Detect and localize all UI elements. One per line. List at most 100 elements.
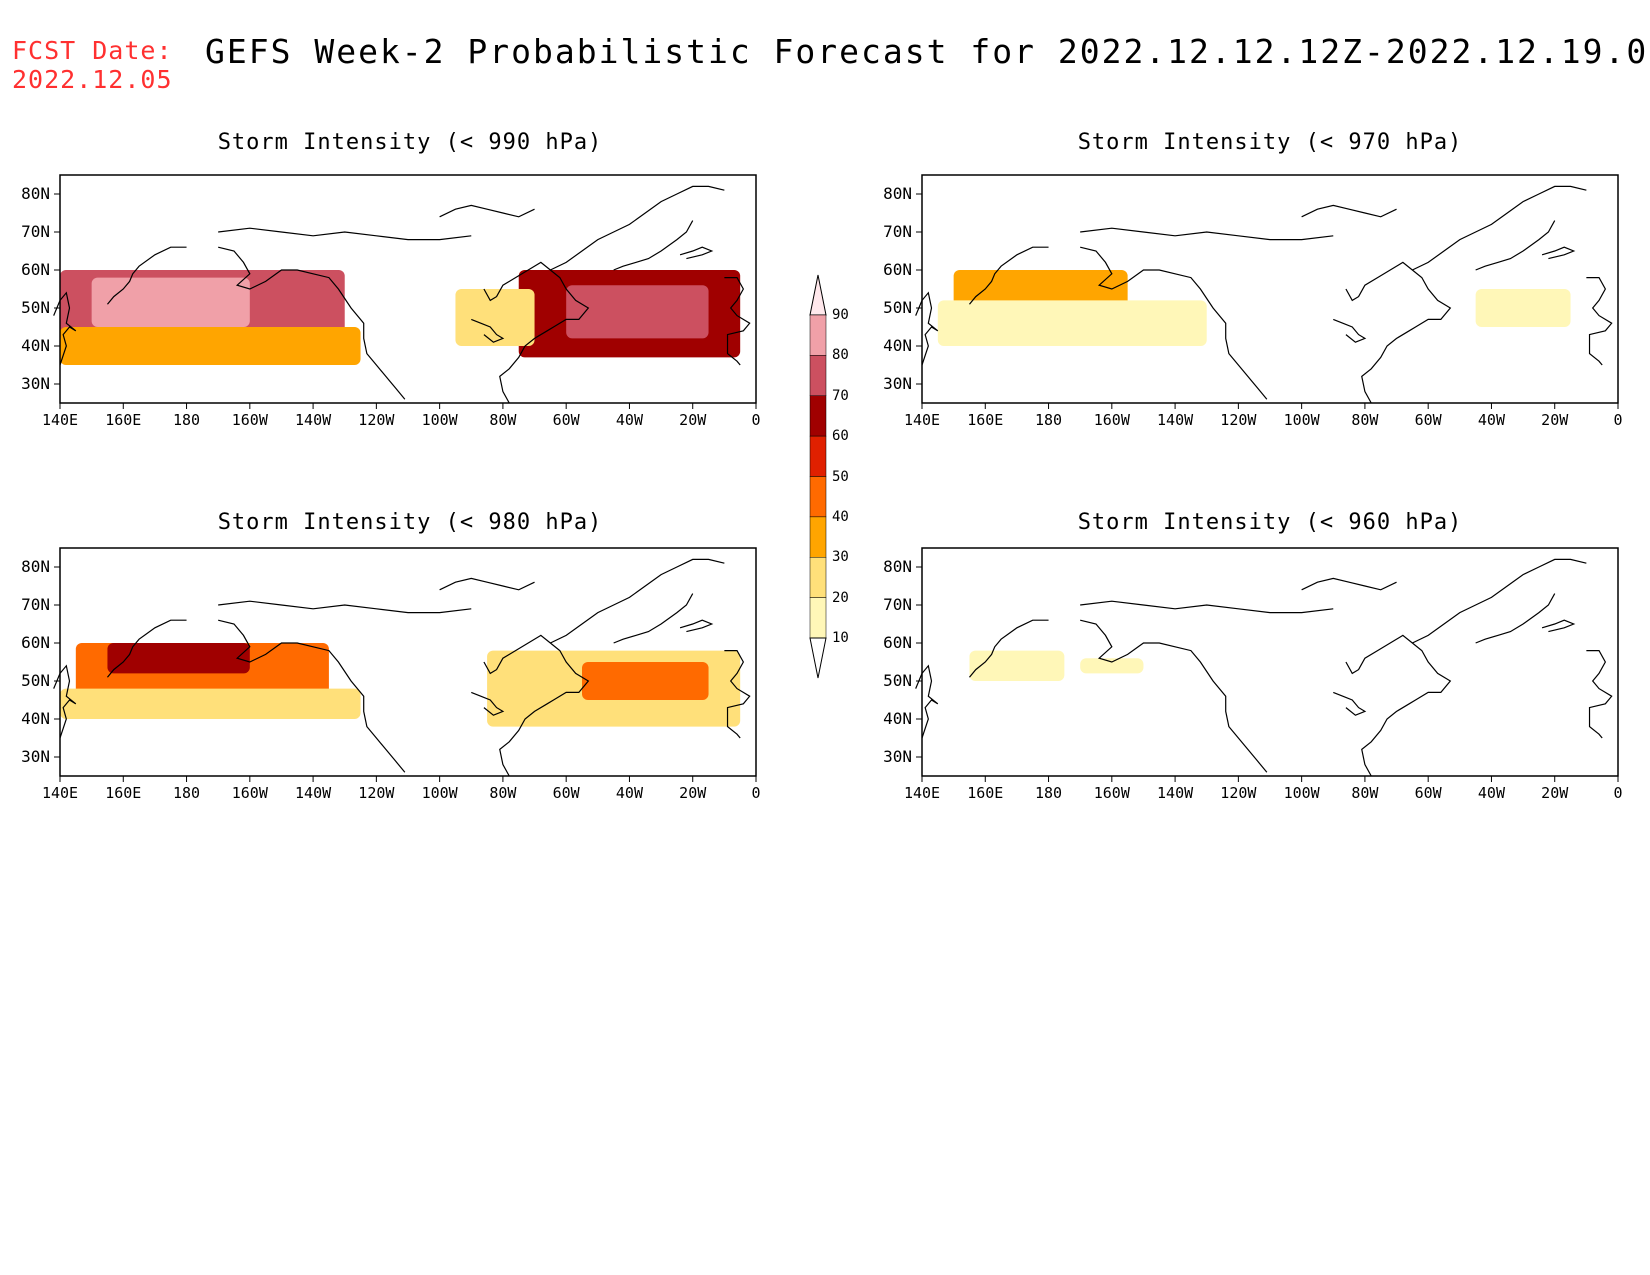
lon-label: 100W bbox=[1283, 411, 1320, 429]
probability-region bbox=[937, 300, 1207, 346]
coastline bbox=[53, 291, 77, 366]
colorbar-label: 40 bbox=[832, 508, 849, 525]
forecast-date-value: 2022.12.05 bbox=[12, 65, 173, 94]
coastline bbox=[679, 246, 714, 260]
coastline bbox=[53, 664, 77, 739]
probability-region bbox=[953, 270, 1128, 327]
map-frame bbox=[921, 547, 1619, 777]
lat-label: 30N bbox=[21, 747, 50, 766]
lat-label: 40N bbox=[21, 709, 50, 728]
lon-label: 60W bbox=[552, 784, 580, 802]
lon-label: 160W bbox=[231, 411, 268, 429]
panel-title: Storm Intensity (< 980 hPa) bbox=[217, 510, 603, 535]
lon-label: 160E bbox=[967, 784, 1004, 802]
probability-region bbox=[1475, 289, 1571, 327]
lon-label: 40W bbox=[615, 411, 643, 429]
colorbar-label: 30 bbox=[832, 549, 849, 566]
colorbar-box bbox=[809, 597, 827, 639]
coastline bbox=[968, 246, 1049, 305]
lon-label: 20W bbox=[679, 784, 707, 802]
lon-label: 160W bbox=[231, 784, 268, 802]
colorbar-box bbox=[809, 355, 827, 396]
probability-region bbox=[60, 688, 361, 719]
lat-label: 80N bbox=[883, 184, 912, 203]
colorbar-label: 10 bbox=[832, 630, 849, 646]
coastline bbox=[1541, 246, 1576, 260]
lon-label: 60W bbox=[552, 411, 580, 429]
lon-label: 140W bbox=[295, 784, 332, 802]
lon-label: 0 bbox=[751, 784, 761, 802]
coastline bbox=[218, 227, 472, 241]
colorbar-box bbox=[809, 516, 827, 558]
coastline bbox=[439, 204, 535, 218]
panel-title: Storm Intensity (< 970 hPa) bbox=[1077, 130, 1463, 155]
lon-label: 140W bbox=[295, 411, 332, 429]
coastline bbox=[1412, 558, 1587, 644]
coastline bbox=[613, 593, 694, 644]
coastline bbox=[471, 318, 505, 343]
lat-label: 60N bbox=[21, 633, 50, 652]
lon-label: 20W bbox=[1541, 784, 1569, 802]
map-frame bbox=[921, 174, 1619, 404]
colorbar-box bbox=[809, 476, 827, 518]
coastline bbox=[483, 261, 590, 404]
lon-label: 180 bbox=[1034, 411, 1063, 429]
lat-label: 70N bbox=[21, 595, 50, 614]
lon-label: 180 bbox=[172, 411, 201, 429]
map-frame bbox=[59, 174, 757, 404]
lon-label: 160E bbox=[105, 411, 142, 429]
colorbar-label: 60 bbox=[832, 428, 849, 445]
forecast-date: FCST Date: 2022.12.05 bbox=[12, 36, 173, 94]
probability-region bbox=[75, 643, 329, 700]
coastline bbox=[1301, 204, 1397, 218]
coastline bbox=[613, 220, 694, 271]
lon-label: 140E bbox=[903, 784, 941, 802]
probability-region bbox=[107, 643, 250, 674]
probability-region bbox=[455, 289, 535, 346]
probability-region bbox=[518, 270, 741, 358]
lon-label: 80W bbox=[489, 411, 517, 429]
lon-label: 180 bbox=[172, 784, 201, 802]
panel-title: Storm Intensity (< 990 hPa) bbox=[217, 130, 603, 155]
coastline bbox=[915, 664, 939, 739]
lon-label: 20W bbox=[1541, 411, 1569, 429]
colorbar-label: 90 bbox=[832, 307, 849, 323]
colorbar-box bbox=[809, 395, 827, 437]
colorbar-bottom-arrow bbox=[809, 637, 827, 679]
coastline bbox=[1412, 185, 1587, 271]
lat-label: 40N bbox=[21, 336, 50, 355]
lon-label: 120W bbox=[358, 411, 395, 429]
lat-label: 80N bbox=[883, 557, 912, 576]
lat-label: 50N bbox=[883, 298, 912, 317]
probability-region bbox=[969, 650, 1065, 681]
lon-label: 100W bbox=[1283, 784, 1320, 802]
lon-label: 180 bbox=[1034, 784, 1063, 802]
lon-label: 140E bbox=[41, 411, 79, 429]
lon-label: 120W bbox=[1220, 784, 1257, 802]
probability-region bbox=[1080, 658, 1144, 674]
lon-label: 80W bbox=[1351, 784, 1379, 802]
colorbar-label: 80 bbox=[832, 347, 849, 364]
lat-label: 50N bbox=[21, 671, 50, 690]
lat-label: 60N bbox=[883, 260, 912, 279]
coastline bbox=[915, 291, 939, 366]
lon-label: 60W bbox=[1414, 784, 1442, 802]
probability-region bbox=[582, 662, 709, 700]
colorbar-box bbox=[809, 557, 827, 598]
lon-label: 40W bbox=[1477, 411, 1505, 429]
coastline bbox=[483, 634, 590, 777]
lon-label: 140W bbox=[1157, 411, 1194, 429]
lon-label: 140E bbox=[41, 784, 79, 802]
lon-label: 140W bbox=[1157, 784, 1194, 802]
lon-label: 160E bbox=[967, 411, 1004, 429]
probability-region bbox=[487, 650, 741, 727]
coastline bbox=[1080, 619, 1268, 773]
coastline bbox=[1345, 634, 1452, 777]
coastline bbox=[218, 619, 406, 773]
coastline bbox=[1541, 619, 1576, 633]
coastline bbox=[1586, 649, 1613, 739]
lon-label: 100W bbox=[421, 411, 458, 429]
map-frame bbox=[59, 547, 757, 777]
